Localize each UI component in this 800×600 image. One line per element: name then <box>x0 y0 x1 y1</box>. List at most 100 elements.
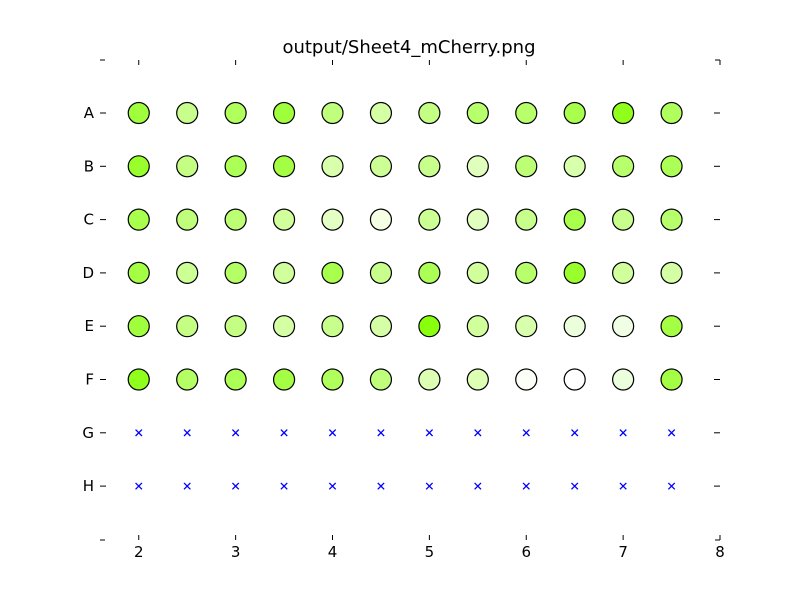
well-marker <box>272 208 296 231</box>
well-marker <box>563 101 586 125</box>
well-marker <box>612 368 635 391</box>
well-marker <box>515 368 538 391</box>
well-marker <box>224 261 247 284</box>
well-marker <box>612 315 635 338</box>
empty-well-marker <box>571 429 579 437</box>
x-tick-label: 4 <box>328 543 338 561</box>
well-marker <box>660 315 683 338</box>
well-marker <box>127 208 150 231</box>
wells <box>127 101 683 490</box>
empty-well-marker <box>377 429 385 437</box>
well-marker <box>515 315 538 338</box>
well-marker <box>321 261 344 284</box>
well-marker <box>418 155 441 178</box>
y-tick-label: A <box>84 104 95 122</box>
y-tick-label: B <box>84 157 94 175</box>
y-tick-label: H <box>83 477 94 495</box>
empty-well-marker <box>183 429 191 437</box>
well-marker <box>224 208 247 231</box>
well-marker <box>272 261 296 284</box>
well-marker <box>418 208 441 231</box>
well-marker <box>515 155 538 178</box>
well-marker <box>660 261 683 284</box>
well-marker <box>176 261 199 284</box>
y-tick-label: G <box>82 424 94 442</box>
well-marker <box>369 155 393 178</box>
well-marker <box>176 208 199 231</box>
x-tick-label: 3 <box>231 543 241 561</box>
well-marker <box>176 155 199 178</box>
well-marker <box>563 368 586 391</box>
well-marker <box>466 155 489 178</box>
well-marker <box>224 155 247 178</box>
well-marker <box>660 208 683 231</box>
empty-well-marker <box>280 482 288 490</box>
well-marker <box>369 208 393 231</box>
empty-well-marker <box>231 482 240 490</box>
well-marker <box>369 315 393 338</box>
well-marker <box>224 368 247 391</box>
well-marker <box>612 101 635 125</box>
x-tick-label: 7 <box>618 543 628 561</box>
empty-well-marker <box>328 429 337 437</box>
y-tick-label: F <box>85 371 94 389</box>
empty-well-marker <box>667 429 676 437</box>
empty-well-marker <box>377 482 385 490</box>
well-marker <box>321 208 344 231</box>
empty-well-marker <box>474 482 482 490</box>
well-marker <box>515 261 538 284</box>
empty-well-marker <box>425 429 434 437</box>
well-marker <box>466 261 489 284</box>
well-marker <box>612 208 635 231</box>
y-tick-label: D <box>82 264 94 282</box>
well-marker <box>127 101 150 125</box>
empty-well-marker <box>183 482 191 490</box>
well-marker <box>272 368 296 391</box>
well-marker <box>176 368 199 391</box>
well-marker <box>660 368 683 391</box>
well-marker <box>127 261 150 284</box>
empty-well-marker <box>667 482 676 490</box>
well-marker <box>660 101 683 125</box>
well-marker <box>660 155 683 178</box>
well-marker <box>321 101 344 125</box>
well-marker <box>224 101 247 125</box>
well-marker <box>466 101 489 125</box>
y-tick-labels: A B C D E F G H <box>82 104 94 495</box>
empty-well-marker <box>135 482 143 490</box>
well-marker <box>563 208 586 231</box>
well-marker <box>176 315 199 338</box>
empty-well-marker <box>619 429 627 437</box>
chart-title: output/Sheet4_mCherry.png <box>282 37 535 58</box>
empty-well-marker <box>328 482 337 490</box>
empty-well-marker <box>619 482 627 490</box>
well-marker <box>369 101 393 125</box>
well-marker <box>563 261 586 284</box>
well-marker <box>369 261 393 284</box>
y-tick-label: E <box>85 317 94 335</box>
well-marker <box>418 101 441 125</box>
well-marker <box>272 155 296 178</box>
well-marker <box>369 368 393 391</box>
well-marker <box>127 315 150 338</box>
well-marker <box>418 261 441 284</box>
well-marker <box>563 315 586 338</box>
well-marker <box>272 101 296 125</box>
well-marker <box>321 315 344 338</box>
well-marker <box>176 101 199 125</box>
x-tick-label: 6 <box>521 543 531 561</box>
well-marker <box>515 101 538 125</box>
well-marker <box>272 315 296 338</box>
well-marker <box>418 368 441 391</box>
x-tick-label: 8 <box>715 543 725 561</box>
well-marker <box>321 368 344 391</box>
y-tick-label: C <box>84 211 94 229</box>
well-marker <box>127 155 150 178</box>
well-marker <box>321 155 344 178</box>
axis-ticks <box>100 59 721 541</box>
well-marker <box>127 368 150 391</box>
well-marker <box>515 208 538 231</box>
well-marker <box>563 155 586 178</box>
well-marker <box>466 208 489 231</box>
